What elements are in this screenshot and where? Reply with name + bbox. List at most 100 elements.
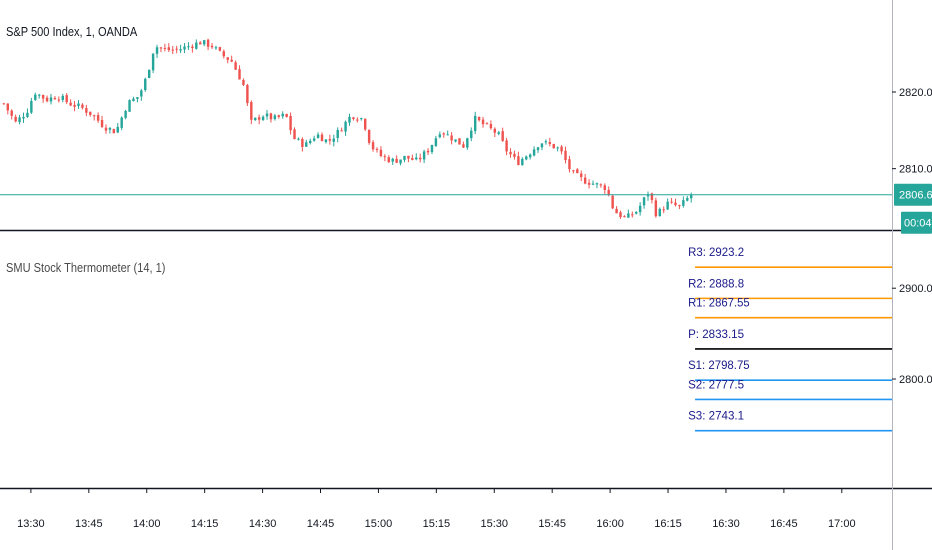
candle <box>238 65 241 80</box>
candle <box>430 144 434 155</box>
candle <box>214 45 218 50</box>
last-price-tag[interactable]: 2806.6 <box>894 183 932 206</box>
candle <box>222 49 226 59</box>
candle <box>199 41 202 45</box>
candle <box>591 180 595 186</box>
time-axis-label: 16:45 <box>770 518 798 530</box>
candle <box>81 103 84 110</box>
candlestick-series <box>2 38 693 219</box>
candle <box>638 202 642 216</box>
candle <box>163 43 167 52</box>
candle <box>104 124 108 134</box>
candle <box>363 118 367 131</box>
candle <box>375 147 379 153</box>
candle <box>497 130 500 136</box>
candle <box>34 92 37 101</box>
candle <box>556 146 559 152</box>
candle <box>226 57 229 64</box>
price-axis-label: 2820.0 <box>899 87 932 99</box>
candle <box>536 146 540 153</box>
candle <box>466 137 469 150</box>
pivot-levels: R3: 2923.2 R2: 2888.8 R1: 2867.55 P: 2833.1… <box>688 245 892 432</box>
time-axis-label: 13:30 <box>17 518 45 530</box>
candle <box>285 113 288 118</box>
last-price-value: 2806.6 <box>899 190 932 202</box>
candle <box>583 173 587 185</box>
pivot-level-s3: S3: 2743.1 <box>688 409 892 432</box>
candle <box>595 182 599 189</box>
candle <box>642 196 646 209</box>
candle <box>289 112 292 135</box>
indicator-axis-label: 2800.0 <box>899 374 932 386</box>
candle <box>658 207 661 217</box>
candle <box>415 153 418 161</box>
candle <box>383 154 387 162</box>
candle <box>485 122 489 125</box>
candle <box>2 102 6 105</box>
candle <box>603 183 607 195</box>
candle <box>348 113 351 126</box>
candle <box>442 132 445 138</box>
candle <box>61 93 64 103</box>
candle <box>568 155 571 173</box>
candle <box>666 198 669 211</box>
candle <box>140 88 143 101</box>
candle <box>650 192 654 204</box>
candle <box>96 112 100 123</box>
time-axis-label: 13:45 <box>75 518 103 530</box>
candle <box>580 170 583 182</box>
candle <box>454 139 457 143</box>
candle <box>481 116 485 128</box>
candle <box>320 132 324 142</box>
pivot-label: P: 2833.15 <box>688 327 744 341</box>
candle <box>576 168 579 174</box>
candle <box>132 96 135 102</box>
candle <box>128 99 131 112</box>
candle <box>167 43 171 53</box>
candle <box>356 117 359 123</box>
candle <box>206 38 210 51</box>
candle <box>509 148 512 158</box>
candle <box>458 138 461 145</box>
candle <box>30 97 33 114</box>
candle <box>171 46 174 55</box>
indicator-legend[interactable]: SMU Stock Thermometer (14, 1) <box>6 260 166 275</box>
candle <box>532 146 536 157</box>
candle <box>367 129 371 145</box>
time-axis-label: 14:00 <box>133 518 161 530</box>
candle <box>26 108 29 118</box>
candle <box>340 127 343 132</box>
main-chart-legend[interactable]: S&P 500 Index, 1, OANDA <box>6 24 138 39</box>
candle <box>269 112 273 123</box>
candle <box>623 215 626 218</box>
candle <box>619 210 622 219</box>
candle <box>265 109 269 120</box>
candle <box>151 53 155 74</box>
candle <box>426 148 430 156</box>
candle <box>560 144 563 155</box>
candle <box>564 146 567 164</box>
candle <box>670 197 673 204</box>
candle <box>108 126 112 134</box>
candle <box>124 109 127 120</box>
candle <box>301 137 304 152</box>
candle <box>183 43 186 54</box>
bar-countdown: 00:04 <box>901 211 932 234</box>
candle <box>92 114 96 121</box>
candle <box>112 128 116 134</box>
candle <box>230 55 233 63</box>
candle <box>281 111 284 119</box>
candle <box>159 46 163 53</box>
candle <box>493 127 497 137</box>
candle <box>324 139 328 144</box>
candle <box>246 83 249 106</box>
candle <box>391 157 394 165</box>
candle <box>187 42 190 50</box>
candle <box>273 113 277 121</box>
candle <box>328 134 332 145</box>
candle <box>399 159 402 166</box>
candle <box>352 116 355 121</box>
candle <box>517 151 520 166</box>
